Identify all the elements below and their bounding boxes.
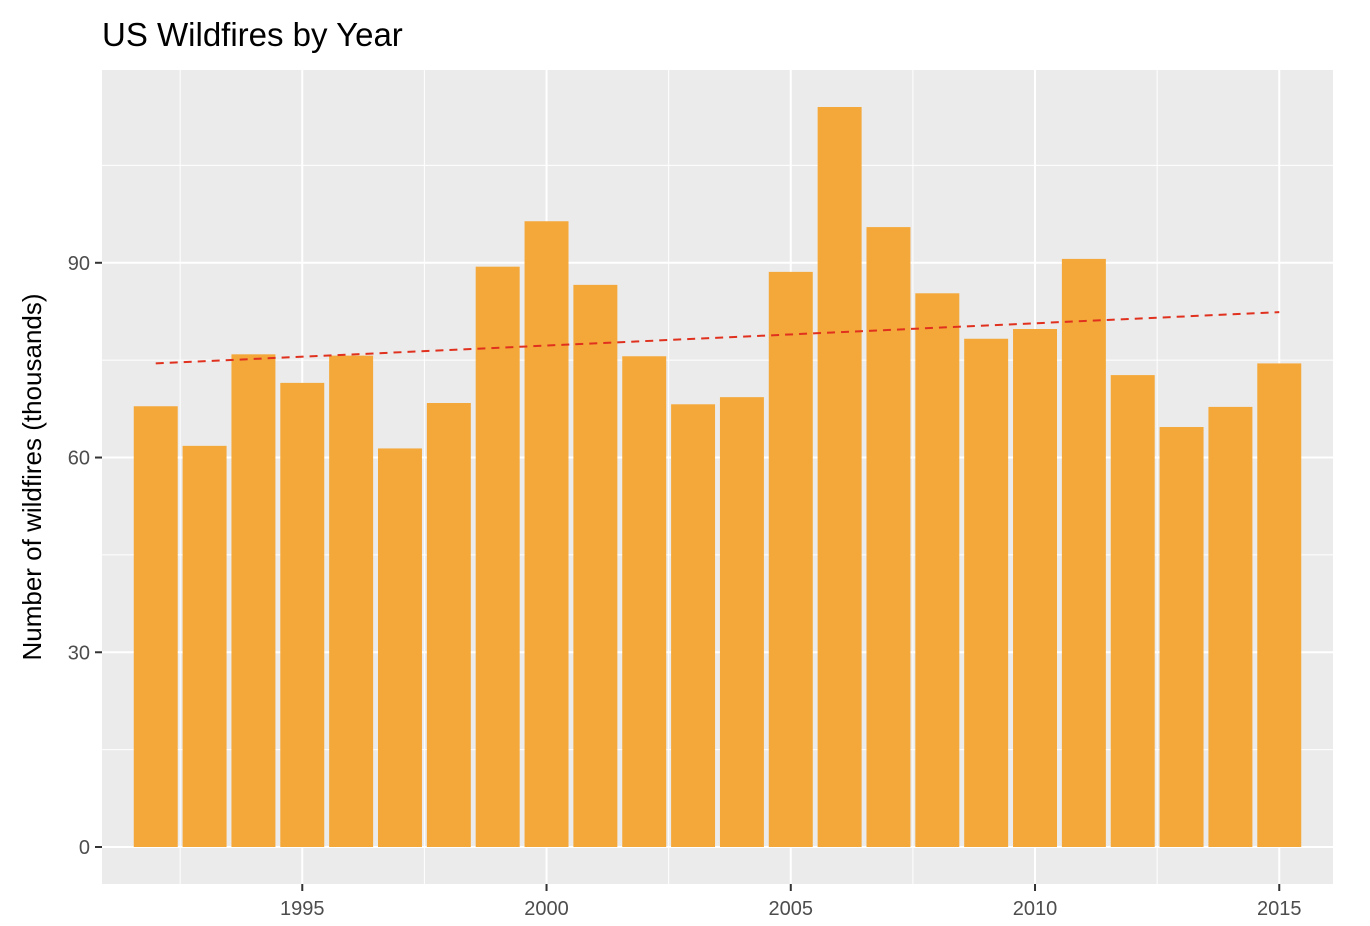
bar-2000: [524, 221, 569, 848]
chart-title: US Wildfires by Year: [102, 16, 403, 53]
bar-1997: [377, 448, 422, 847]
y-tick-label: 0: [79, 837, 90, 859]
bars: [133, 107, 1302, 848]
bar-1993: [182, 445, 227, 847]
x-tick-label: 2010: [1013, 898, 1058, 920]
bar-1994: [231, 354, 276, 847]
bar-1992: [133, 406, 178, 847]
bar-2010: [1013, 329, 1058, 847]
y-tick-label: 30: [68, 642, 90, 664]
bar-2011: [1061, 258, 1106, 847]
bar-2013: [1159, 427, 1204, 847]
y-tick-label: 60: [68, 448, 90, 470]
bar-2012: [1110, 375, 1155, 847]
bar-2005: [768, 271, 813, 847]
bar-1999: [475, 266, 520, 847]
bar-2009: [964, 338, 1009, 847]
bar-2002: [622, 356, 667, 847]
bar-1995: [280, 382, 325, 847]
x-tick-label: 2005: [769, 898, 814, 920]
x-tick-label: 1995: [280, 898, 325, 920]
bar-2008: [915, 293, 960, 848]
bar-2001: [573, 284, 618, 848]
trend-line: [155, 311, 1280, 365]
y-axis: 0 30 60 90: [68, 253, 102, 859]
x-tick-label: 2000: [524, 898, 569, 920]
bar-2004: [719, 397, 764, 847]
y-axis-label: Number of wildfires (thousands): [17, 293, 47, 660]
bar-2006: [817, 107, 862, 847]
y-tick-label: 90: [68, 253, 90, 275]
bar-1998: [426, 403, 471, 847]
bar-2015: [1257, 363, 1302, 847]
trend-line-group: [155, 311, 1280, 365]
bar-1996: [329, 355, 374, 847]
x-axis: 1995 2000 2005 2010 2015: [280, 884, 1302, 920]
bar-2007: [866, 227, 911, 848]
x-tick-label: 2015: [1257, 898, 1302, 920]
bar-2003: [671, 404, 716, 847]
bar-2014: [1208, 406, 1253, 847]
